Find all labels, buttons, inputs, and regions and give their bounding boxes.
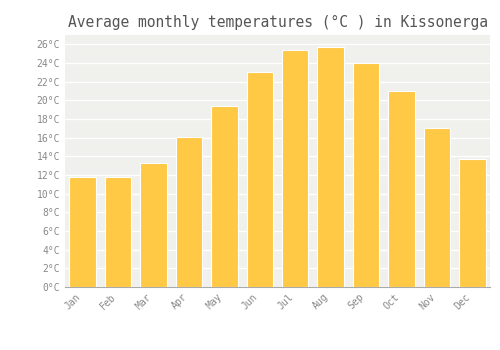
Bar — [105, 177, 132, 287]
Bar — [459, 159, 485, 287]
Bar — [353, 63, 380, 287]
Bar — [140, 163, 167, 287]
Bar — [246, 72, 273, 287]
Bar — [318, 47, 344, 287]
Bar — [424, 128, 450, 287]
Bar — [176, 137, 202, 287]
Title: Average monthly temperatures (°C ) in Kissonerga: Average monthly temperatures (°C ) in Ki… — [68, 15, 488, 30]
Bar — [388, 91, 414, 287]
Bar — [211, 106, 238, 287]
Bar — [70, 177, 96, 287]
Bar — [282, 50, 308, 287]
